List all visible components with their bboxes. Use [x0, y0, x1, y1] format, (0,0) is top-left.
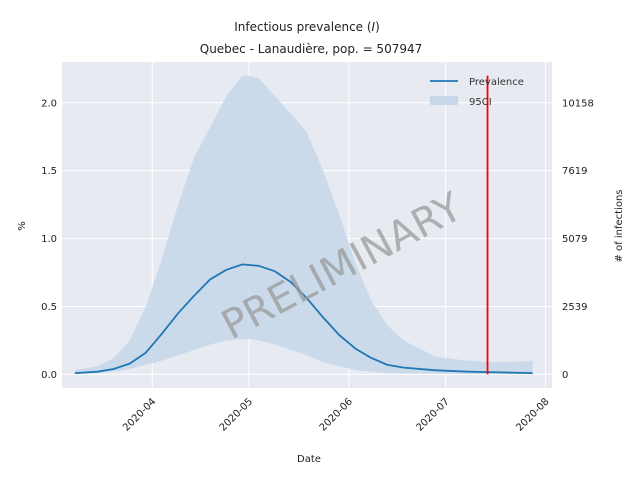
y-tick-label: 1.0: [41, 234, 57, 245]
chart-subtitle: Quebec - Lanaudière, pop. = 507947: [200, 42, 423, 56]
legend-label-95ci: 95CI: [469, 97, 492, 108]
legend: Prevalence 95CI: [430, 77, 524, 108]
x-tick-label: 2020-06: [318, 396, 355, 433]
x-tick-label: 2020-04: [121, 396, 158, 433]
y-right-tick-label: 2539: [562, 302, 587, 313]
y-axis-right-label: # of infections: [614, 189, 625, 262]
y-right-tick-label: 7619: [562, 166, 587, 177]
x-axis-label: Date: [297, 454, 321, 465]
y-tick-label: 0.0: [41, 370, 57, 381]
y-axis-ticks: 0.0 0.5 1.0 1.5 2.0: [41, 98, 57, 381]
y-tick-label: 2.0: [41, 98, 57, 109]
chart-title: Infectious prevalence (I): [234, 20, 380, 34]
legend-band-swatch: [430, 96, 458, 105]
y-right-tick-label: 5079: [562, 234, 587, 245]
chart-title-var: I: [372, 20, 376, 34]
x-axis-ticks: 2020-04 2020-05 2020-06 2020-07 2020-08: [121, 396, 552, 433]
y-tick-label: 1.5: [41, 166, 57, 177]
confidence-band-95ci: [74, 75, 533, 375]
x-tick-label: 2020-07: [414, 396, 451, 433]
y-tick-label: 0.5: [41, 302, 57, 313]
legend-label-prevalence: Prevalence: [469, 77, 524, 88]
y-axis-right-ticks: 0 2539 5079 7619 10158: [562, 98, 594, 381]
prevalence-line: [74, 263, 533, 374]
y-right-tick-label: 0: [562, 370, 568, 381]
chart-title-end: ): [375, 20, 380, 34]
prevalence-line-layer: [74, 263, 533, 374]
x-tick-label: 2020-05: [218, 396, 255, 433]
confidence-band-layer: [74, 75, 533, 375]
x-tick-label: 2020-08: [514, 396, 551, 433]
y-axis-label: %: [17, 221, 28, 231]
y-right-tick-label: 10158: [562, 98, 594, 109]
chart-title-main: Infectious prevalence (: [234, 20, 371, 34]
